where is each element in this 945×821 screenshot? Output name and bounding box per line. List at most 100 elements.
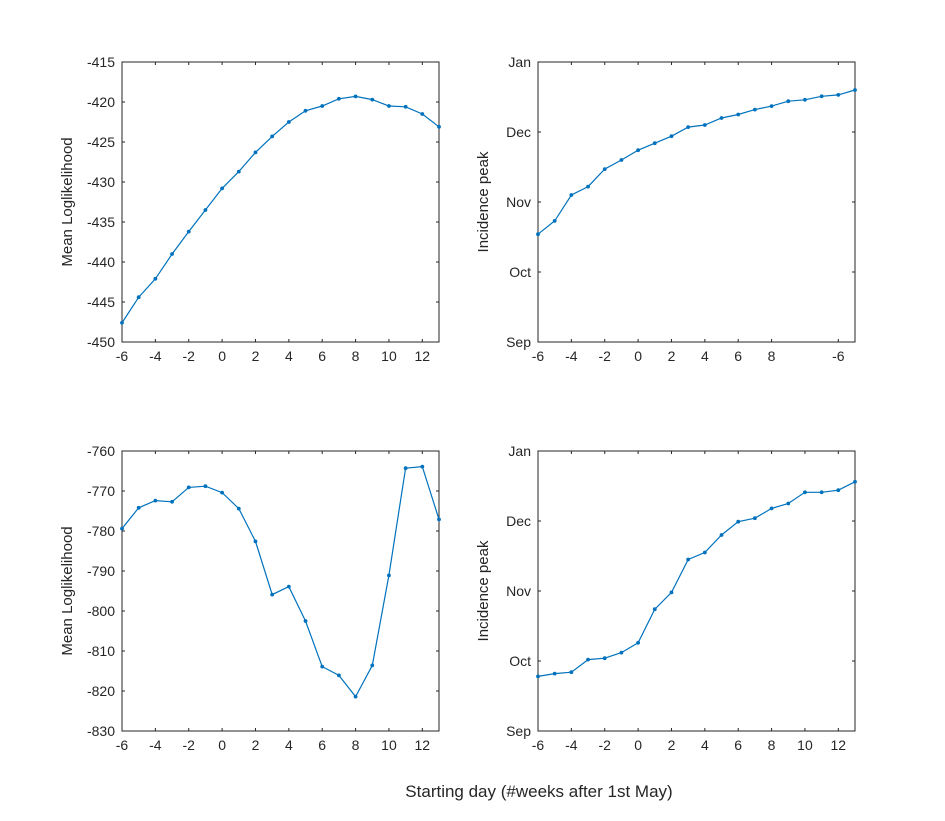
y-tick-label: -790 — [87, 563, 115, 579]
data-point — [836, 488, 841, 493]
y-tick-label: -435 — [87, 214, 115, 230]
y-tick-label: Dec — [506, 513, 531, 529]
data-point — [236, 506, 241, 511]
data-point — [170, 252, 174, 256]
data-point — [669, 590, 674, 595]
y-tick-label: -430 — [87, 174, 115, 190]
x-tick-label: 4 — [285, 737, 293, 753]
data-point — [153, 498, 158, 503]
data-point — [387, 573, 391, 578]
x-tick-label: 0 — [218, 737, 226, 753]
y-tick-label: Jan — [508, 443, 531, 459]
x-tick-label: -2 — [599, 348, 612, 364]
data-point — [752, 516, 757, 521]
x-tick-label: 6 — [318, 348, 326, 364]
x-tick-label: 6 — [318, 737, 326, 753]
data-point — [236, 169, 241, 174]
data-point — [303, 108, 308, 113]
y-tick-label: Oct — [509, 264, 531, 280]
subplot-4: -6 -4 -2 0 2 4 6 8 10 12 Sep Oct Nov Dec Jan Incidence … — [475, 443, 857, 753]
series-line — [537, 89, 856, 235]
data-point — [336, 673, 341, 678]
data-point — [203, 208, 208, 212]
data-point — [420, 464, 425, 469]
data-point — [669, 134, 674, 139]
data-point — [686, 125, 691, 129]
data-point — [536, 232, 540, 237]
data-point — [803, 490, 807, 495]
x-tick-label: -4 — [149, 737, 162, 753]
data-point — [353, 94, 358, 99]
x-tick-label: 2 — [668, 348, 676, 364]
data-point — [736, 519, 741, 524]
y-axis-label: Mean Loglikelihood — [59, 526, 76, 655]
data-point — [586, 184, 590, 189]
x-tick-label: -2 — [183, 737, 196, 753]
data-point — [853, 479, 857, 484]
data-point — [636, 640, 641, 645]
data-point — [602, 167, 607, 172]
y-tick-label: -450 — [87, 334, 115, 350]
y-axis-label: Incidence peak — [475, 540, 492, 641]
x-tick-label: 0 — [634, 737, 642, 753]
data-point — [403, 466, 408, 471]
x-tick-label: 12 — [415, 348, 431, 364]
shared-x-axis-label: Starting day (#weeks after 1st May) — [405, 782, 672, 801]
x-tick-label: -2 — [599, 737, 612, 753]
y-tick-label: -425 — [87, 134, 115, 150]
data-point — [270, 134, 275, 139]
data-point — [819, 94, 824, 99]
data-point — [270, 592, 275, 597]
data-point — [853, 88, 857, 92]
x-tick-label: -6 — [532, 348, 545, 364]
y-tick-label: Sep — [506, 334, 531, 350]
y-tick-label: -445 — [87, 294, 115, 310]
data-point — [803, 97, 807, 102]
data-point — [636, 148, 641, 153]
y-tick-label: -780 — [87, 523, 115, 539]
data-point — [752, 107, 757, 112]
y-axis-label: Mean Loglikelihood — [59, 137, 76, 266]
x-tick-label: 4 — [285, 348, 293, 364]
y-tick-label: -415 — [87, 54, 115, 70]
data-point — [153, 276, 158, 281]
data-point — [387, 104, 391, 108]
y-tick-label: Sep — [506, 723, 531, 739]
data-point — [686, 557, 691, 562]
x-tick-label: -6 — [116, 737, 129, 753]
data-point — [336, 96, 341, 101]
x-tick-label: -4 — [565, 737, 578, 753]
data-point — [286, 120, 291, 124]
data-point — [552, 671, 557, 676]
data-point — [569, 670, 574, 675]
subplots: -6 -4 -2 0 2 4 6 8 10 12 -415 -420 -425 -430 -435 -4 4 0 -… — [59, 54, 857, 753]
data-point — [403, 104, 408, 109]
x-tick-label: 6 — [734, 348, 742, 364]
y-tick-label: -770 — [87, 483, 115, 499]
y-tick-label: -760 — [87, 443, 115, 459]
data-point — [819, 490, 824, 495]
data-point — [586, 657, 590, 662]
data-point — [719, 533, 724, 537]
y-tick-label: -420 — [87, 94, 115, 110]
data-point — [552, 219, 557, 223]
axes-frame — [121, 450, 440, 732]
data-point — [652, 607, 657, 612]
data-point — [136, 505, 141, 510]
x-tick-label: 8 — [768, 348, 776, 364]
data-point — [769, 506, 774, 511]
x-tick-label: 12 — [415, 737, 431, 753]
data-point — [719, 116, 724, 120]
data-point — [286, 584, 291, 589]
data-point — [769, 104, 774, 108]
y-tick-label: -810 — [87, 643, 115, 659]
data-point — [702, 550, 707, 555]
x-tick-label: 10 — [797, 737, 813, 753]
x-tick-label: 10 — [381, 348, 397, 364]
x-tick-label: 8 — [352, 737, 360, 753]
x-tick-label: 0 — [634, 348, 642, 364]
data-point — [370, 97, 375, 102]
data-point — [253, 539, 258, 544]
x-tick-label: -4 — [149, 348, 162, 364]
